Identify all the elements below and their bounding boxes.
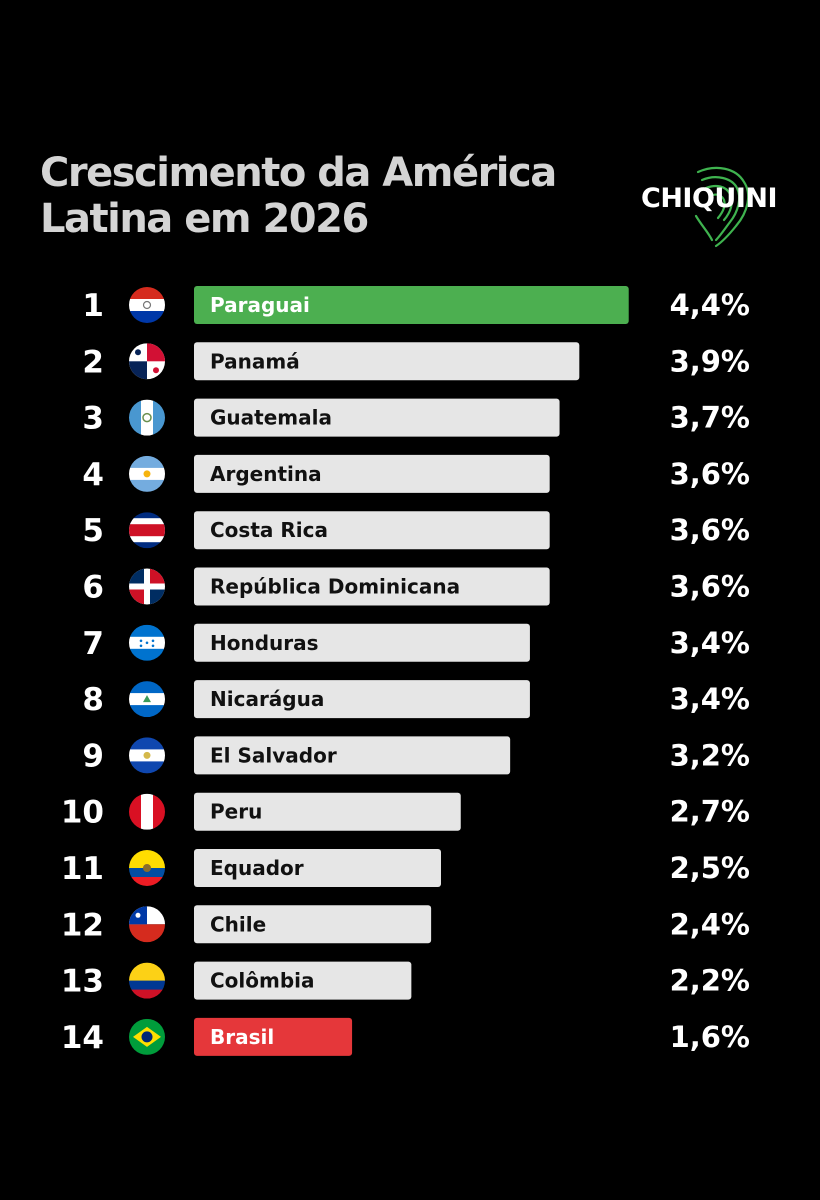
rank-label: 5 [82, 513, 104, 549]
bar-label: Brasil [210, 1025, 274, 1049]
honduras-flag-icon [129, 624, 165, 661]
bar-label: República Dominicana [210, 575, 460, 599]
bar [194, 454, 550, 493]
rank-label: 4 [82, 457, 104, 493]
nicaragua-flag-icon [129, 681, 165, 718]
chile-flag-icon [129, 906, 165, 943]
rank-label: 1 [82, 288, 104, 324]
bar-label: Chile [210, 912, 266, 936]
value-label: 2,7% [670, 795, 750, 829]
value-label: 2,4% [670, 907, 750, 941]
paraguay-flag-icon [129, 287, 165, 323]
rank-label: 6 [82, 570, 104, 606]
bar-label: Colômbia [210, 969, 315, 993]
value-label: 3,2% [670, 738, 750, 772]
bar [194, 511, 550, 550]
bar-label: El Salvador [210, 743, 337, 767]
bar [194, 623, 530, 662]
logo-text: CHIQUINI [641, 183, 778, 214]
colombia-flag-icon [129, 962, 165, 999]
bar [194, 286, 629, 324]
chart-title: Crescimento da América Latina em 2026 [40, 150, 557, 242]
peru-flag-icon [129, 793, 165, 830]
bar-label: Argentina [210, 462, 322, 486]
bar [194, 849, 441, 887]
bar-label: Honduras [210, 631, 319, 655]
rank-label: 12 [61, 907, 104, 943]
bar [194, 736, 511, 775]
value-label: 4,4% [670, 288, 750, 322]
bar-label: Equador [210, 856, 304, 880]
rank-label: 10 [61, 795, 104, 831]
bar [194, 1017, 353, 1056]
fingerprint-map-icon [694, 166, 750, 248]
bar [194, 567, 550, 606]
chart-rows: 1 Paraguai 4,4% 2 Panamá 3,9% 3 Guatemala 3,7% 4 A… [61, 286, 750, 1056]
value-label: 2,2% [670, 964, 750, 998]
value-label: 3,6% [670, 457, 750, 491]
bar [194, 398, 560, 437]
el-salvador-flag-icon [129, 737, 165, 774]
argentina-flag-icon [129, 455, 165, 492]
value-label: 3,6% [670, 570, 750, 604]
value-label: 3,4% [670, 682, 750, 716]
title-line-1: Crescimento da América [40, 150, 557, 196]
ecuador-flag-icon [129, 850, 165, 886]
rank-label: 2 [82, 344, 104, 380]
rank-label: 13 [61, 964, 104, 1000]
title-line-2: Latina em 2026 [40, 196, 369, 242]
rank-label: 14 [61, 1020, 104, 1056]
bar-label: Nicarágua [210, 687, 324, 711]
bar-label: Guatemala [210, 406, 332, 430]
rank-label: 9 [82, 738, 104, 774]
value-label: 2,5% [670, 851, 750, 885]
rank-label: 8 [82, 682, 104, 718]
value-label: 3,6% [670, 513, 750, 547]
bar [194, 905, 432, 944]
rank-label: 7 [82, 626, 104, 662]
panama-flag-icon [129, 343, 165, 380]
bar-label: Peru [210, 800, 262, 824]
brazil-flag-icon [129, 1018, 165, 1055]
chiquini-logo [694, 166, 750, 248]
bar [194, 792, 461, 831]
bar-label: Costa Rica [210, 518, 328, 542]
value-label: 3,4% [670, 626, 750, 660]
bar [194, 961, 412, 1000]
value-label: 3,9% [670, 344, 750, 378]
bar [194, 342, 580, 381]
bar [194, 680, 530, 719]
rank-label: 3 [82, 401, 104, 437]
value-label: 1,6% [670, 1020, 750, 1054]
bar-label: Paraguai [210, 293, 310, 317]
bar-label: Panamá [210, 349, 300, 373]
guatemala-flag-icon [129, 399, 165, 436]
costa-rica-flag-icon [129, 512, 165, 549]
value-label: 3,7% [670, 401, 750, 435]
rank-label: 11 [61, 851, 104, 887]
dominican-republic-flag-icon [129, 568, 165, 605]
